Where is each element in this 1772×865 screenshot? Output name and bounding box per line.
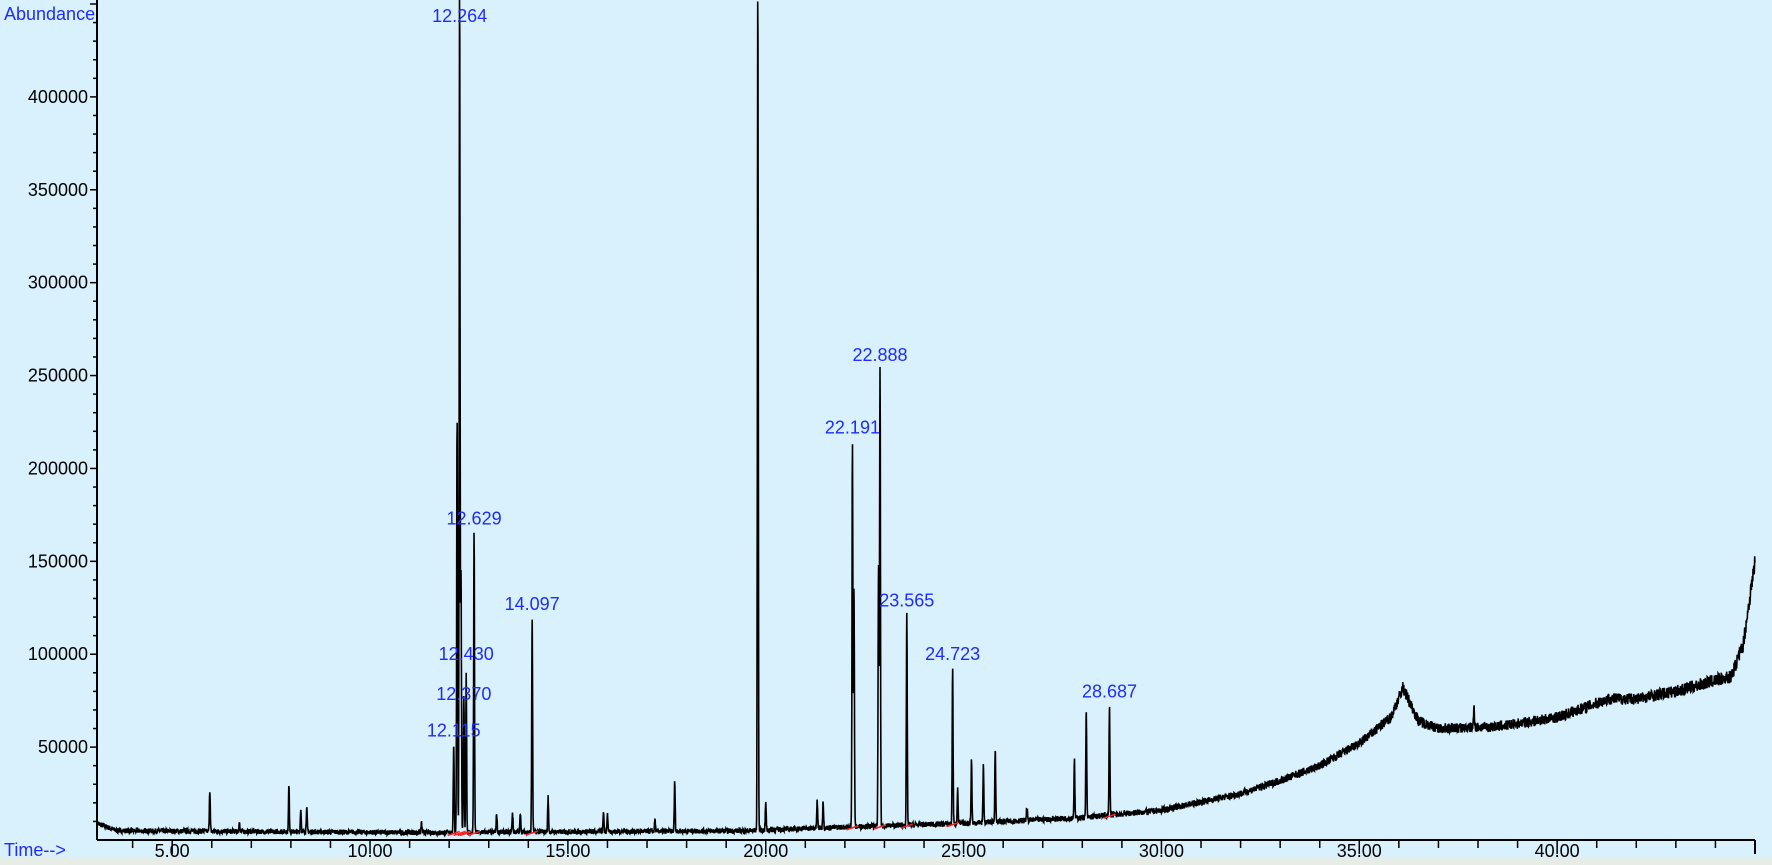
x-tick-label: 20.00 <box>743 841 788 861</box>
x-tick-label: 15.00 <box>545 841 590 861</box>
integration-mark <box>467 830 481 837</box>
y-axis-label: Abundance <box>4 4 95 24</box>
integration-mark <box>453 830 466 837</box>
integration-mark <box>1103 813 1116 819</box>
y-tick-label: 250000 <box>28 366 88 386</box>
peak-labels: 12.115 12.264 12.370 12.430 12.629 14.097 22.1… <box>427 6 1137 837</box>
integration-mark <box>873 824 887 830</box>
trace-group <box>96 0 1756 838</box>
peak-label: 12.370 <box>436 684 491 704</box>
integration-mark <box>946 821 959 828</box>
y-tick-label: 150000 <box>28 551 88 571</box>
axes <box>90 0 1756 854</box>
peak-label: 14.097 <box>505 594 560 614</box>
peak-label: 12.264 <box>432 6 487 26</box>
y-tick-label: 300000 <box>28 273 88 293</box>
y-tick-label: 400000 <box>28 87 88 107</box>
x-tick-label: 35.00 <box>1337 841 1382 861</box>
chromatogram-trace <box>96 0 1756 838</box>
integration-mark <box>459 830 473 837</box>
peak-label: 12.430 <box>439 644 494 664</box>
x-axis-label: Time--> <box>4 840 66 860</box>
x-tick-label: 40.00 <box>1535 841 1580 861</box>
peak-label: 12.629 <box>447 509 502 529</box>
y-tick-label: 200000 <box>28 458 88 478</box>
peak-label: 23.565 <box>879 590 934 610</box>
x-tick-label: 25.00 <box>941 841 986 861</box>
y-tick-label: 100000 <box>28 644 88 664</box>
integration-mark <box>900 823 914 829</box>
bottom-strip <box>0 857 1772 865</box>
peak-label: 22.888 <box>852 345 907 365</box>
peak-label: 12.115 <box>427 720 481 740</box>
integration-mark <box>525 830 539 836</box>
x-tick-label: 30.00 <box>1139 841 1184 861</box>
tick-labels: 50000 100000 150000 200000 250000 300000 35000… <box>28 87 1580 861</box>
peak-label: 24.723 <box>925 644 980 664</box>
integration-mark <box>447 830 460 837</box>
peak-label: 22.191 <box>825 418 880 438</box>
integration-mark <box>846 825 859 831</box>
x-tick-label: 10.00 <box>348 841 393 861</box>
peak-label: 28.687 <box>1082 681 1137 701</box>
x-tick-label: 5.00 <box>155 841 190 861</box>
y-tick-label: 350000 <box>28 180 88 200</box>
y-tick-label: 50000 <box>38 737 88 757</box>
